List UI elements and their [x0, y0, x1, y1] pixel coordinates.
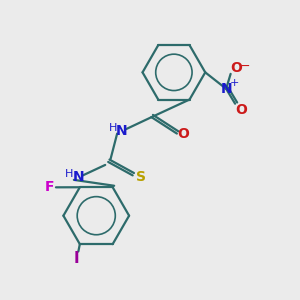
Text: F: F [45, 180, 55, 194]
Text: I: I [74, 251, 80, 266]
Text: O: O [235, 103, 247, 117]
Text: N: N [116, 124, 127, 138]
Text: +: + [230, 78, 239, 88]
Text: S: S [136, 170, 146, 184]
Text: −: − [240, 60, 250, 73]
Text: O: O [178, 127, 189, 141]
Text: H: H [109, 123, 117, 133]
Text: N: N [73, 170, 84, 184]
Text: H: H [65, 169, 74, 179]
Text: N: N [220, 82, 232, 96]
Text: O: O [231, 61, 242, 75]
